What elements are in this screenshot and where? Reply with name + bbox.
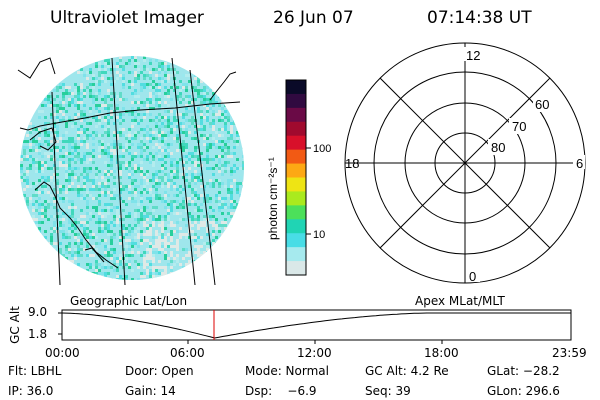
y-top-value: 9.0 bbox=[28, 305, 48, 319]
mlt-label-0: 0 bbox=[469, 269, 476, 284]
door-status: Door: Open bbox=[125, 364, 194, 378]
colorbar-tick-100: 100 bbox=[313, 143, 331, 155]
mode-status: Mode: Normal bbox=[245, 364, 329, 378]
coastline-overlay bbox=[17, 57, 241, 269]
mlat-label-60: 60 bbox=[535, 97, 549, 112]
x-tick-1200: 12:00 bbox=[297, 346, 332, 360]
y-axis-label: GC Alt bbox=[7, 306, 22, 344]
y-bottom-value: 1.8 bbox=[28, 327, 48, 341]
color-scale-bar bbox=[285, 79, 311, 276]
colorbar-segment bbox=[286, 205, 306, 220]
colorbar-segment bbox=[286, 80, 306, 95]
colorbar-segment bbox=[286, 177, 306, 193]
colorbar-segment bbox=[286, 93, 306, 109]
geographic-latlon-label: Geographic Lat/Lon bbox=[70, 294, 188, 308]
x-tick-0600: 06:00 bbox=[170, 346, 205, 360]
gain-status: Gain: 14 bbox=[125, 384, 176, 398]
mlt-label-18: 18 bbox=[345, 156, 359, 171]
date-label: 26 Jun 07 bbox=[273, 8, 354, 28]
glat-status: GLat: −28.2 bbox=[487, 364, 560, 378]
auroral-image bbox=[20, 56, 244, 280]
app-title: Ultraviolet Imager bbox=[50, 8, 204, 28]
colorbar-segment bbox=[286, 107, 306, 123]
colorbar-tick-10: 10 bbox=[313, 229, 325, 241]
colorbar-segment bbox=[286, 149, 306, 165]
colorbar-segment bbox=[286, 191, 306, 206]
colorbar-segment bbox=[286, 135, 306, 151]
dsp-status: Dsp: −6.9 bbox=[245, 384, 317, 398]
altitude-timeline bbox=[58, 309, 572, 344]
mlt-label-6: 6 bbox=[576, 156, 583, 171]
colorbar-segment bbox=[286, 261, 306, 276]
seq-status: Seq: 39 bbox=[365, 384, 411, 398]
filter-status: Flt: LBHL bbox=[8, 364, 62, 378]
x-tick-2359: 23:59 bbox=[552, 346, 587, 360]
colorbar-unit-label: photon cm⁻²s⁻¹ bbox=[266, 157, 280, 240]
mlat-label-70: 70 bbox=[512, 119, 526, 134]
mlt-label-12: 12 bbox=[466, 48, 480, 63]
colorbar-segment bbox=[286, 121, 306, 137]
gc-alt-status: GC Alt: 4.2 Re bbox=[365, 364, 449, 378]
graticule bbox=[51, 57, 216, 286]
apex-mlat-mlt-label: Apex MLat/MLT bbox=[415, 294, 505, 308]
colorbar-segment bbox=[286, 163, 306, 179]
colorbar-segment bbox=[286, 233, 306, 248]
mlat-label-80: 80 bbox=[491, 140, 505, 155]
polar-plot bbox=[344, 42, 586, 284]
ip-status: IP: 36.0 bbox=[8, 384, 54, 398]
colorbar-segment bbox=[286, 219, 306, 234]
time-label: 07:14:38 UT bbox=[427, 8, 532, 28]
glon-status: GLon: 296.6 bbox=[487, 384, 560, 398]
x-tick-1800: 18:00 bbox=[424, 346, 459, 360]
x-tick-0000: 00:00 bbox=[45, 346, 80, 360]
colorbar-segment bbox=[286, 247, 306, 262]
